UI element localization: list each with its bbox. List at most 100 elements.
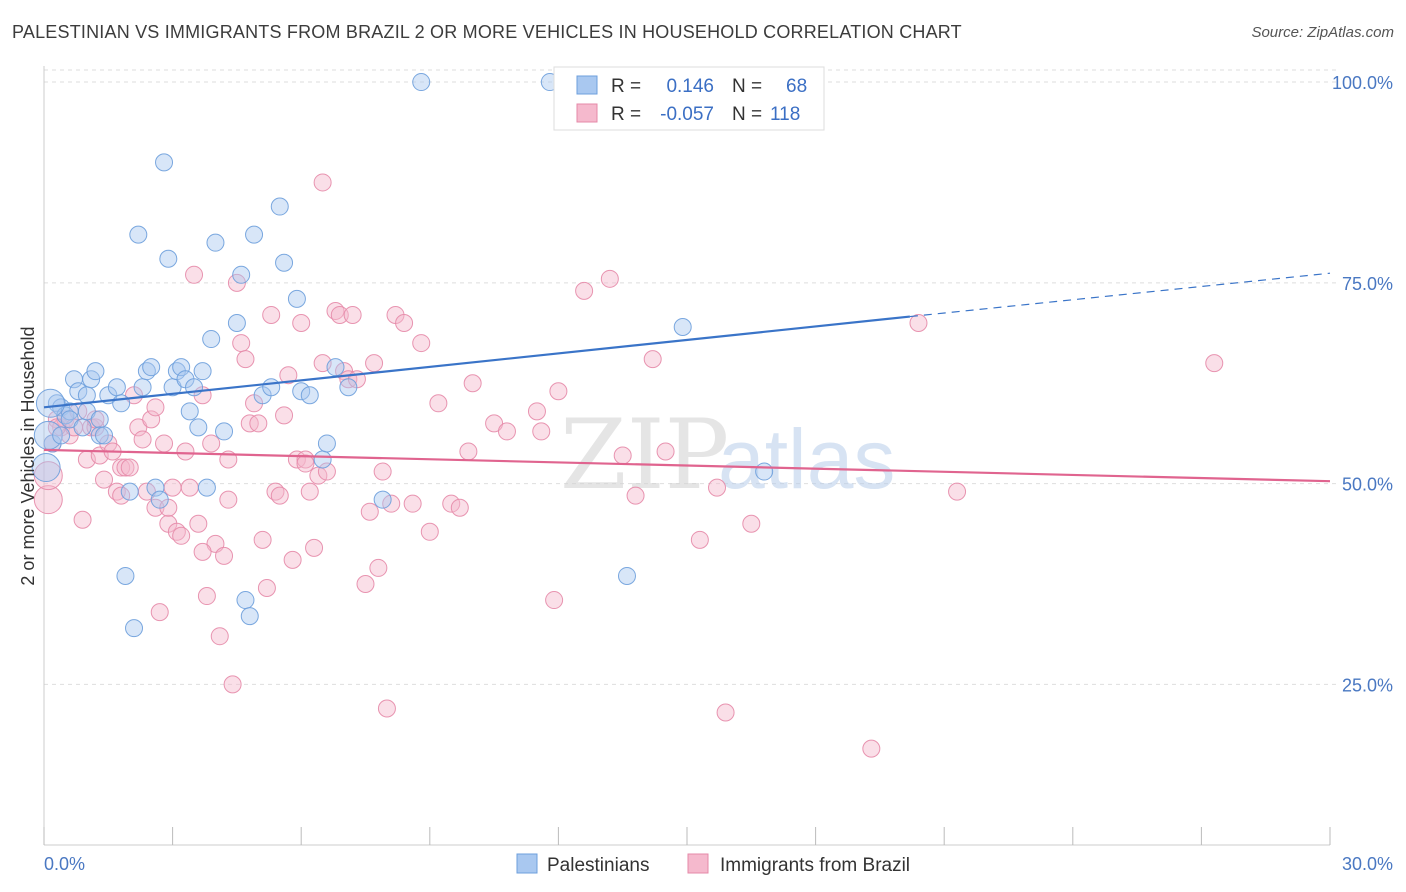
data-point bbox=[862, 739, 881, 758]
data-point bbox=[549, 382, 568, 401]
data-point bbox=[527, 402, 546, 421]
legend-r-value-2: -0.057 bbox=[660, 104, 714, 125]
data-point bbox=[112, 486, 131, 505]
data-point bbox=[172, 358, 191, 377]
y-axis-label: 2 or more Vehicles in Household bbox=[18, 326, 38, 585]
data-point bbox=[450, 498, 469, 517]
data-point bbox=[270, 197, 289, 216]
data-point bbox=[185, 265, 204, 284]
trend-line-palestinians bbox=[43, 315, 911, 409]
data-point bbox=[125, 619, 144, 638]
data-point bbox=[360, 502, 379, 521]
data-point bbox=[215, 546, 234, 565]
data-point bbox=[133, 430, 152, 449]
data-point bbox=[95, 470, 114, 489]
watermark: ZIP atlas bbox=[560, 399, 895, 511]
data-point bbox=[626, 486, 645, 505]
data-point bbox=[395, 313, 414, 332]
data-point bbox=[180, 478, 199, 497]
axes bbox=[43, 66, 1331, 846]
legend-swatch-palestinians bbox=[576, 75, 598, 95]
chart-title: PALESTINIAN VS IMMIGRANTS FROM BRAZIL 2 … bbox=[12, 22, 962, 42]
data-point bbox=[442, 494, 461, 513]
data-point bbox=[292, 382, 311, 401]
data-point bbox=[227, 273, 246, 292]
data-point bbox=[227, 313, 246, 332]
trend-line-palestinians-extension bbox=[909, 272, 1331, 318]
data-point bbox=[365, 354, 384, 373]
data-point bbox=[948, 482, 967, 501]
data-point bbox=[532, 422, 551, 441]
legend-n-label-1: N = bbox=[732, 76, 762, 97]
x-tick-label: 0.0% bbox=[44, 854, 85, 874]
tick-labels: 25.0% 50.0% 75.0% 100.0% 0.0% 30.0% bbox=[44, 73, 1393, 874]
trend-lines bbox=[43, 272, 1331, 483]
data-point bbox=[313, 450, 332, 469]
data-point bbox=[313, 173, 332, 192]
data-point bbox=[155, 434, 174, 453]
legend-n-value-2: 118 bbox=[770, 104, 800, 125]
data-point bbox=[129, 225, 148, 244]
data-point bbox=[643, 350, 662, 369]
data-point bbox=[262, 378, 281, 397]
data-point bbox=[463, 374, 482, 393]
data-point bbox=[193, 542, 212, 561]
data-point bbox=[330, 305, 349, 324]
data-point bbox=[708, 478, 727, 497]
data-point bbox=[120, 482, 139, 501]
data-point bbox=[189, 418, 208, 437]
data-point bbox=[326, 358, 345, 377]
series-legend-swatch-palestinians bbox=[516, 853, 538, 874]
series-legend-swatch-immigrants-from-brazil bbox=[687, 853, 709, 874]
data-point bbox=[253, 530, 272, 549]
data-point bbox=[283, 550, 302, 569]
data-point bbox=[257, 579, 276, 598]
series-immigrants-from-brazil bbox=[33, 173, 1224, 758]
data-point bbox=[373, 462, 392, 481]
data-point bbox=[142, 410, 161, 429]
data-point bbox=[339, 378, 358, 397]
source-label: Source: ZipAtlas.com bbox=[1251, 24, 1394, 41]
data-point bbox=[1205, 354, 1224, 373]
data-point bbox=[176, 442, 195, 461]
data-point bbox=[545, 591, 564, 610]
data-point bbox=[146, 398, 165, 417]
legend-r-value-1: 0.146 bbox=[666, 76, 714, 97]
data-point bbox=[35, 388, 65, 418]
x-tick-label: 30.0% bbox=[1342, 854, 1393, 874]
data-point bbox=[202, 330, 221, 349]
data-point bbox=[497, 422, 516, 441]
data-point bbox=[656, 442, 675, 461]
data-point bbox=[279, 366, 298, 385]
legend-swatch-immigrants-from-brazil bbox=[576, 103, 598, 123]
data-point bbox=[73, 418, 92, 437]
series-legend-label-palestinians: Palestinians bbox=[547, 855, 649, 876]
data-point bbox=[300, 482, 319, 501]
data-point bbox=[613, 446, 632, 465]
data-point bbox=[146, 498, 165, 517]
legend-box bbox=[553, 66, 825, 131]
data-point bbox=[210, 627, 229, 646]
data-point bbox=[90, 426, 109, 445]
y-tick-label: 50.0% bbox=[1342, 475, 1393, 495]
trend-line-immigrants-from-brazil bbox=[43, 448, 1331, 483]
data-point bbox=[716, 703, 735, 722]
data-point bbox=[459, 442, 478, 461]
data-point bbox=[373, 490, 392, 509]
data-point bbox=[60, 410, 79, 429]
series-legend: Palestinians Immigrants from Brazil bbox=[516, 853, 910, 876]
data-point bbox=[116, 458, 135, 477]
data-point bbox=[202, 434, 221, 453]
data-point bbox=[189, 514, 208, 533]
data-point bbox=[412, 73, 431, 92]
watermark-atlas: atlas bbox=[718, 412, 895, 506]
data-point bbox=[95, 426, 114, 445]
data-point bbox=[275, 253, 294, 272]
data-point bbox=[150, 603, 169, 622]
data-point bbox=[172, 526, 191, 545]
legend-n-label-2: N = bbox=[732, 104, 762, 125]
data-point bbox=[236, 350, 255, 369]
data-point bbox=[356, 574, 375, 593]
data-point bbox=[232, 265, 251, 284]
data-point bbox=[120, 458, 139, 477]
